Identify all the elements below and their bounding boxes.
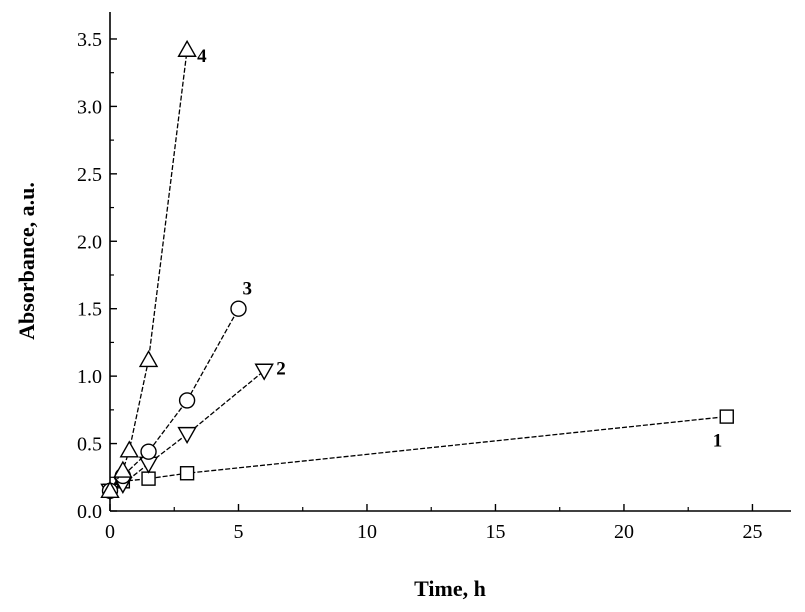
x-tick-label: 20 <box>614 521 634 543</box>
series-line-4 <box>109 49 188 492</box>
data-point-circle <box>140 443 157 460</box>
data-point-triangle-down <box>254 363 274 381</box>
series-line-3 <box>109 308 240 492</box>
data-point-square <box>179 466 195 481</box>
series-label-2: 2 <box>276 359 286 380</box>
x-axis-ticks: 0 5 10 15 20 25 <box>105 504 762 543</box>
data-point-circle <box>178 392 196 409</box>
x-tick-label: 15 <box>485 521 505 543</box>
series-label-3: 3 <box>242 279 252 300</box>
x-tick-label: 25 <box>742 521 762 543</box>
data-point-triangle-down <box>177 426 197 445</box>
y-tick-label: 0.0 <box>77 501 102 523</box>
data-point-triangle-up <box>113 460 133 478</box>
data-point-triangle-up <box>100 480 120 498</box>
series-layer <box>100 39 734 501</box>
data-point-circle <box>230 300 247 317</box>
series-4 <box>100 39 197 498</box>
x-tick-label: 10 <box>357 521 377 543</box>
data-point-triangle-up <box>138 350 159 368</box>
data-point-square <box>141 471 156 486</box>
plot-axes <box>109 12 791 512</box>
series-line-1 <box>109 415 727 492</box>
y-tick-label: 1.0 <box>77 366 102 388</box>
x-tick-label: 5 <box>233 521 243 543</box>
series-1 <box>102 409 734 498</box>
y-tick-label: 3.0 <box>77 96 102 118</box>
y-tick-label: 0.5 <box>77 434 102 456</box>
data-point-square <box>719 409 734 424</box>
y-axis-ticks: 0.0 0.5 1.0 1.5 2.0 2.5 3.0 3.5 <box>77 29 117 523</box>
x-axis-title: Time, h <box>414 576 486 601</box>
series-labels: 1 2 3 4 <box>197 46 722 452</box>
y-tick-label: 2.5 <box>77 164 102 186</box>
y-axis-title: Absorbance, a.u. <box>14 182 39 340</box>
series-label-4: 4 <box>197 46 207 67</box>
y-tick-label: 3.5 <box>77 29 102 51</box>
x-tick-label: 0 <box>105 521 115 543</box>
y-tick-label: 2.0 <box>77 231 102 253</box>
data-point-triangle-up <box>177 39 197 57</box>
series-label-1: 1 <box>713 431 723 452</box>
data-point-triangle-up <box>119 440 139 458</box>
y-tick-label: 1.5 <box>77 299 102 321</box>
